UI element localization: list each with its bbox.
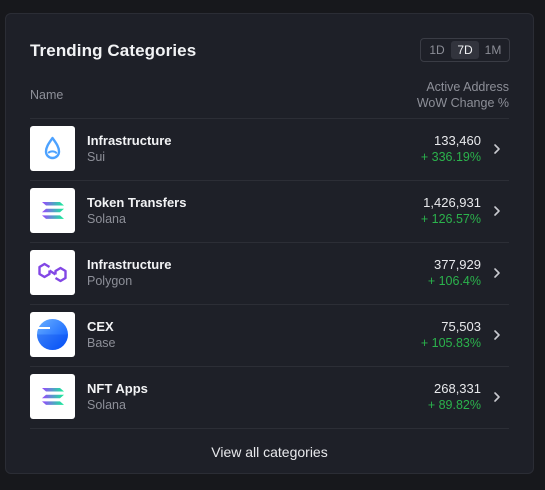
row-divider (30, 428, 509, 429)
timeframe-7d-button[interactable]: 7D (451, 41, 479, 59)
timeframe-1d-button[interactable]: 1D (429, 43, 445, 57)
row-divider (30, 304, 509, 305)
trending-categories-card: Trending Categories 1D 7D 1M Name Active… (5, 13, 534, 474)
column-header-metric-line2: WoW Change % (416, 96, 509, 110)
active-address-value: 75,503 (441, 319, 481, 334)
category-row[interactable]: Infrastructure Sui 133,460 + 336.19% (30, 118, 509, 180)
chevron-right-icon (494, 330, 500, 340)
solana-logo-icon (30, 188, 75, 233)
chevron-right-icon (494, 206, 500, 216)
column-header-metric: Active Address WoW Change % (417, 79, 509, 111)
wow-change-value: + 126.57% (420, 212, 481, 226)
category-name: Token Transfers (87, 195, 187, 210)
active-address-value: 268,331 (434, 381, 481, 396)
column-header-metric-line1: Active Address (426, 80, 509, 94)
chevron-right-icon (494, 392, 500, 402)
wow-change-value: + 106.4% (427, 274, 481, 288)
row-divider (30, 242, 509, 243)
chain-name: Solana (87, 398, 126, 412)
timeframe-1m-button[interactable]: 1M (484, 43, 502, 57)
chevron-right-icon (494, 268, 500, 278)
category-row[interactable]: Infrastructure Polygon 377,929 + 106.4% (30, 242, 509, 304)
category-row[interactable]: CEX Base 75,503 + 105.83% (30, 304, 509, 366)
chain-name: Base (87, 336, 116, 350)
wow-change-value: + 89.82% (427, 398, 481, 412)
solana-logo-icon (30, 374, 75, 419)
row-divider (30, 180, 509, 181)
chain-name: Polygon (87, 274, 133, 288)
active-address-value: 133,460 (434, 133, 481, 148)
chain-name: Sui (87, 150, 106, 164)
header-divider (30, 118, 509, 119)
chain-name: Solana (87, 212, 126, 226)
base-logo-icon (30, 312, 75, 357)
category-name: CEX (87, 319, 114, 334)
view-all-categories-link[interactable]: View all categories (211, 444, 328, 460)
category-row[interactable]: Token Transfers Solana 1,426,931 + 126.5… (30, 180, 509, 242)
active-address-value: 1,426,931 (423, 195, 481, 210)
column-header-name: Name (30, 88, 64, 102)
wow-change-value: + 105.83% (420, 336, 481, 350)
wow-change-value: + 336.19% (420, 150, 481, 164)
category-name: Infrastructure (87, 133, 172, 148)
polygon-logo-icon (30, 250, 75, 295)
category-name: NFT Apps (87, 381, 148, 396)
chevron-right-icon (494, 144, 500, 154)
category-name: Infrastructure (87, 257, 172, 272)
timeframe-toggle: 1D 7D 1M (420, 38, 510, 62)
card-title: Trending Categories (30, 41, 197, 60)
row-divider (30, 366, 509, 367)
sui-logo-icon (30, 126, 75, 171)
category-row[interactable]: NFT Apps Solana 268,331 + 89.82% (30, 366, 509, 428)
active-address-value: 377,929 (434, 257, 481, 272)
